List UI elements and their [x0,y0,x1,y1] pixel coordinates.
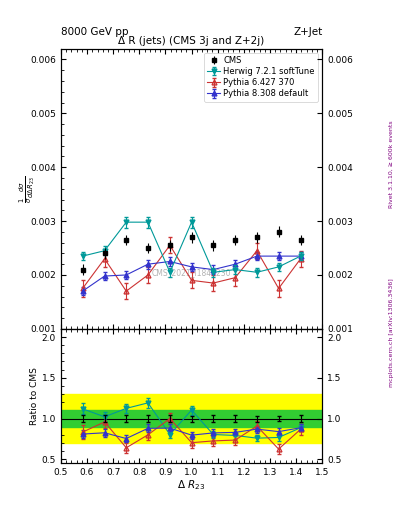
Text: 8000 GeV pp: 8000 GeV pp [61,27,129,37]
Bar [61,394,322,443]
Text: mcplots.cern.ch [arXiv:1306.3436]: mcplots.cern.ch [arXiv:1306.3436] [389,279,393,387]
Text: Rivet 3.1.10, ≥ 600k events: Rivet 3.1.10, ≥ 600k events [389,120,393,208]
Text: CMS_2021_I1847230: CMS_2021_I1847230 [152,268,231,278]
Text: $\frac{1}{\sigma}\frac{d\sigma}{d\Delta R_{23}}$: $\frac{1}{\sigma}\frac{d\sigma}{d\Delta … [17,175,37,203]
Legend: CMS, Herwig 7.2.1 softTune, Pythia 6.427 370, Pythia 8.308 default: CMS, Herwig 7.2.1 softTune, Pythia 6.427… [204,53,318,102]
X-axis label: $\Delta\ R_{23}$: $\Delta\ R_{23}$ [177,479,206,493]
Bar [61,411,322,426]
Y-axis label: Ratio to CMS: Ratio to CMS [30,367,39,425]
Text: Z+Jet: Z+Jet [293,27,322,37]
Title: Δ R (jets) (CMS 3j and Z+2j): Δ R (jets) (CMS 3j and Z+2j) [118,36,265,47]
